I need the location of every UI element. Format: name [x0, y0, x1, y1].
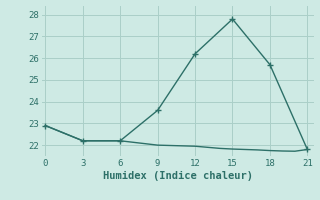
- X-axis label: Humidex (Indice chaleur): Humidex (Indice chaleur): [103, 171, 252, 181]
